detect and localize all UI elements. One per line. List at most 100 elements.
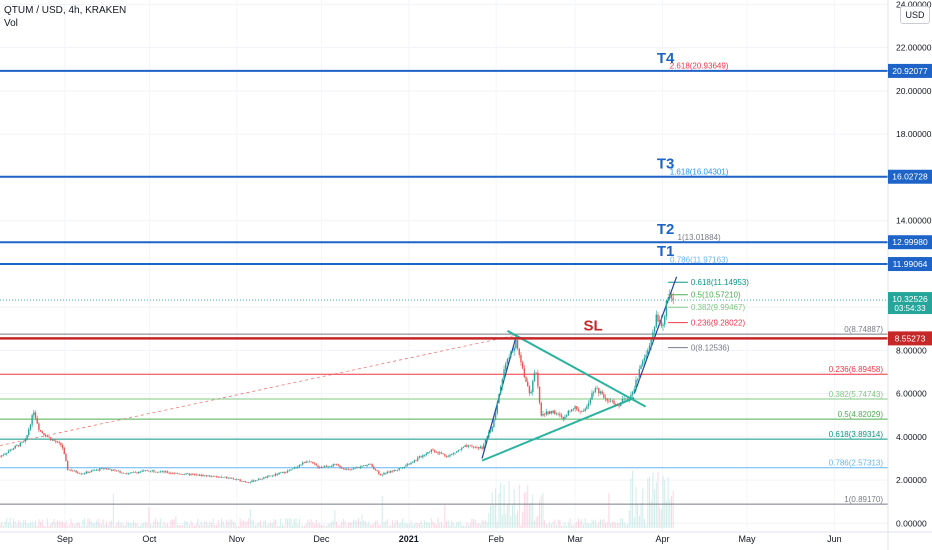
candle-body: [127, 473, 130, 474]
volume-bar: [427, 521, 429, 528]
candle-body: [496, 402, 498, 414]
volume-bar: [616, 522, 618, 528]
candle-body: [51, 439, 54, 441]
volume-bar: [454, 525, 456, 528]
volume-bar: [122, 524, 124, 528]
volume-bar: [309, 522, 311, 528]
y-tick-label: 14.00000: [896, 216, 932, 226]
candle-body: [17, 445, 20, 447]
volume-bar: [378, 524, 380, 528]
candle-body: [159, 471, 162, 473]
candle-body: [97, 469, 99, 471]
candle-body: [384, 472, 387, 474]
candle-body: [185, 473, 187, 475]
candle-body: [249, 482, 252, 483]
volume-bar: [424, 520, 426, 528]
volume-bar: [205, 521, 207, 528]
volume-bar: [51, 521, 53, 528]
candle-body: [374, 469, 377, 471]
candle-body: [337, 464, 339, 466]
volume-bar: [649, 476, 651, 528]
volume-bar: [361, 514, 363, 528]
candle-body: [457, 450, 460, 452]
volume-bar: [288, 518, 290, 528]
candle-body: [195, 474, 197, 476]
candle-body: [231, 478, 233, 479]
candle-body: [119, 470, 121, 473]
volume-bar: [6, 518, 8, 528]
volume-bar: [216, 524, 218, 528]
volume-bar: [376, 520, 378, 528]
volume-bar: [473, 518, 475, 528]
volume-bar: [254, 525, 256, 528]
volume-bar: [170, 519, 172, 528]
volume-bar: [623, 522, 625, 528]
volume-bar: [353, 519, 355, 528]
candle-body: [70, 469, 72, 471]
candle-body: [50, 437, 52, 441]
volume-bar: [574, 523, 576, 528]
candle-body: [244, 481, 246, 483]
volume-bar: [70, 518, 72, 528]
candle-body: [261, 478, 263, 480]
candle-body: [445, 455, 448, 457]
volume-bar: [67, 525, 69, 528]
volume-bar: [4, 521, 6, 528]
candle-body: [16, 445, 18, 446]
candle-body: [220, 476, 223, 478]
volume-bar: [552, 521, 554, 528]
fib-extension-label: 1(13.01884): [678, 233, 721, 242]
volume-bar: [545, 524, 547, 528]
currency-button[interactable]: USD: [900, 6, 930, 24]
volume-bar: [36, 525, 38, 528]
volume-bar: [217, 519, 219, 528]
candle-body: [308, 461, 311, 463]
volume-bar: [605, 522, 607, 528]
x-tick-label: Apr: [655, 534, 669, 544]
volume-bar: [422, 524, 424, 528]
x-tick-label: 2021: [399, 534, 419, 544]
price-axis[interactable]: 0.000002.000004.000006.000008.0000010.00…: [887, 0, 932, 550]
volume-bar: [601, 519, 603, 528]
time-axis[interactable]: Sep Oct Nov Dec 2021 Feb Mar Apr May Jun: [0, 531, 932, 544]
volume-bar: [188, 524, 190, 528]
volume-bar: [331, 521, 333, 528]
volume-bar: [46, 518, 48, 528]
candle-body: [442, 453, 444, 455]
volume-bar: [576, 521, 578, 528]
candle-body: [398, 468, 400, 470]
volume-bar: [273, 519, 275, 528]
volume-bar: [89, 518, 91, 528]
candle-body: [481, 446, 483, 449]
volume-bar: [104, 524, 106, 528]
candle-body: [484, 439, 487, 445]
candle-body: [229, 477, 231, 479]
candle-body: [88, 471, 91, 473]
candle-body: [205, 475, 208, 477]
volume-bar: [420, 520, 422, 528]
x-tick-label: Nov: [229, 534, 246, 544]
candle-body: [161, 471, 164, 472]
candle-body: [574, 406, 576, 409]
candle-body: [224, 477, 226, 478]
volume-bar: [632, 470, 634, 528]
volume-bar: [476, 523, 478, 528]
volume-bar: [75, 523, 77, 528]
volume-bar: [635, 486, 637, 528]
x-tick-label: Jun: [827, 534, 842, 544]
volume-bar: [442, 524, 444, 528]
volume-bar: [280, 518, 282, 528]
candle-body: [44, 434, 47, 437]
volume-bar: [243, 519, 245, 528]
candle-body: [43, 432, 45, 435]
candle-body: [19, 442, 21, 447]
volume-bar: [265, 520, 267, 528]
candle-body: [278, 472, 280, 475]
volume-bar: [603, 519, 605, 528]
volume-bar: [40, 522, 42, 528]
volume-bar: [305, 523, 307, 528]
volume-bar: [613, 521, 615, 528]
candle-body: [388, 471, 390, 473]
candle-body: [423, 455, 426, 456]
